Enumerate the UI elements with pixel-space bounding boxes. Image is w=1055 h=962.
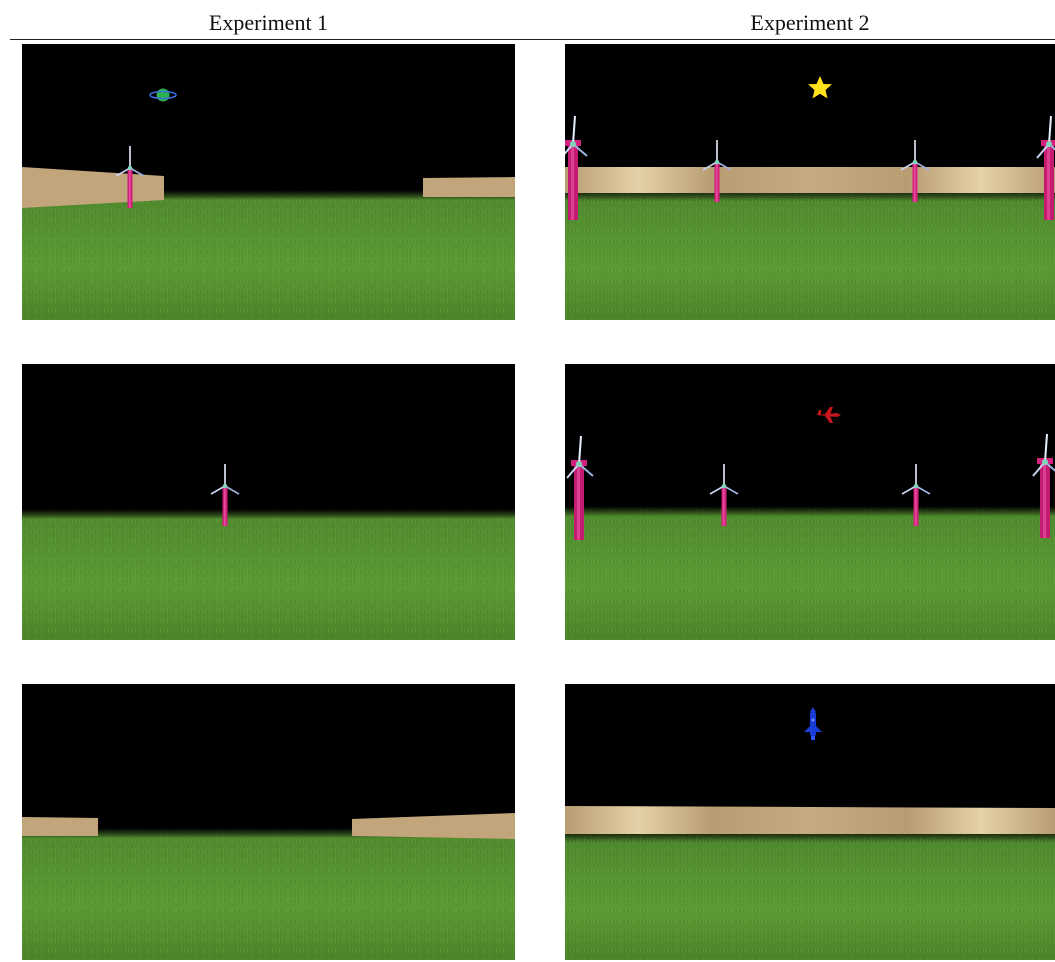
saturn-icon xyxy=(149,88,177,102)
exp1-panel-1 xyxy=(22,44,515,320)
exp2-panel-1 xyxy=(565,44,1055,320)
wall-full xyxy=(565,167,1055,193)
header-rule xyxy=(10,39,1055,40)
wall-right xyxy=(423,177,515,197)
exp2-panel-3 xyxy=(565,684,1055,960)
wall-left xyxy=(22,817,98,836)
rocket-icon xyxy=(804,707,822,740)
wall-full xyxy=(565,806,1055,834)
experiment-1-title: Experiment 1 xyxy=(208,10,329,35)
experiment-2-title: Experiment 2 xyxy=(750,10,870,35)
airplane-icon xyxy=(817,407,841,423)
star-icon xyxy=(808,76,832,99)
wall-right xyxy=(352,813,515,839)
exp1-panel-2 xyxy=(22,364,515,640)
exp1-panel-3 xyxy=(22,684,515,960)
exp2-panel-2 xyxy=(565,364,1055,640)
